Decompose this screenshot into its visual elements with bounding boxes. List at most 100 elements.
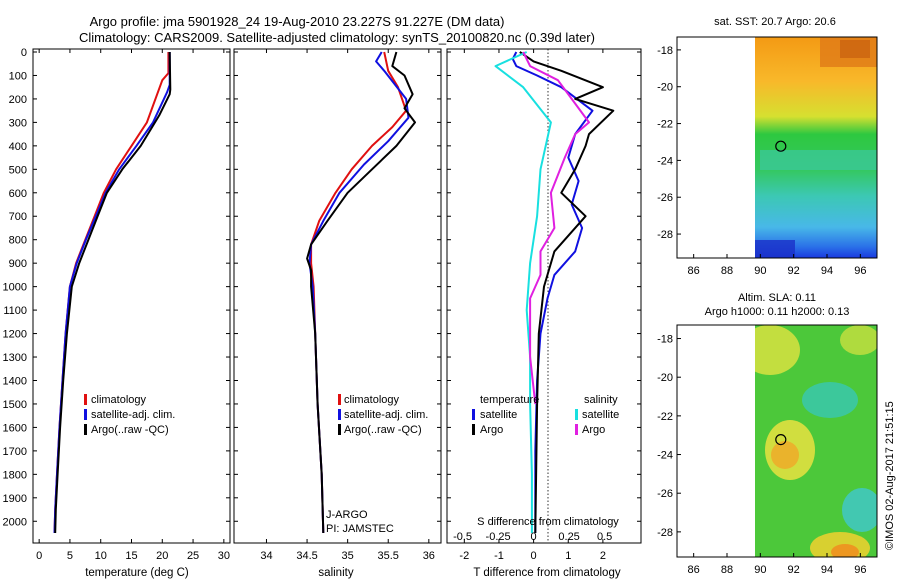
legend-label-sal-satellite: satellite [582,409,619,421]
temperature-x-axis: 0 5 10 15 20 25 30 [36,49,230,562]
sla-profile-marker [775,434,787,446]
depth-tick-label: 1100 [3,305,27,317]
depth-tick-label: 1300 [3,352,27,364]
sst-cool-band [760,150,877,170]
temperature-difference-tick-label: 0 [531,550,537,562]
salinity-tick-label: 35.5 [378,550,399,562]
sst-profile-marker [775,140,787,152]
salinity-difference-tick-label: 0.25 [558,531,579,543]
depth-tick-label: 1700 [3,446,27,458]
longitude-tick-label: 96 [854,265,866,277]
legend-swatch-argo [338,424,341,435]
latitude-tick-label: -24 [657,450,673,462]
legend-swatch-temp-argo [472,424,475,435]
temperature-panel: 0100200300400500600700800900100011001200… [3,47,231,579]
legend-swatch-satellite [338,409,341,420]
depth-tick-label: 100 [9,70,27,82]
legend-label-sal-argo: Argo [582,424,605,436]
depth-tick-label: 700 [9,211,27,223]
depth-tick-label: 500 [9,164,27,176]
temperature-tick-label: 30 [218,550,230,562]
depth-tick-label: 200 [9,94,27,106]
longitude-tick-label: 96 [854,564,866,576]
salinity-legend: climatology satellite-adj. clim. Argo(..… [338,394,428,436]
salinity-axes-box [233,48,442,544]
temperature-axes-box [32,48,231,544]
temperature-tick-label: 20 [156,550,168,562]
salinity-difference-tick-label: -0.25 [486,531,511,543]
temperature-x-label: temperature (deg C) [85,567,189,579]
header-subtitle: Climatology: CARS2009. Satellite-adjuste… [79,30,595,45]
salinity-difference-tick-label: 0.5 [597,531,612,543]
salinity-x-axis: 34 34.5 35 35.5 36 [260,49,435,562]
legend-label-satellite: satellite-adj. clim. [344,409,428,421]
legend-label-temp-argo: Argo [480,424,503,436]
s-difference-label: S difference from climatology [477,516,619,528]
longitude-tick-label: 94 [821,564,833,576]
sla-map: Altim. SLA: 0.11 Argo h1000: 0.11 h2000:… [657,292,878,576]
difference-axes-box [446,48,642,544]
series-line-temperature-satellite [511,51,594,533]
depth-axis: 0 100 200 300 400 500 600 700 800 900 1000 1100 1200… [3,47,230,528]
depth-tick-label: 1800 [3,469,27,481]
sst-map-frame [676,36,878,259]
salinity-x-label: salinity [318,567,353,579]
depth-tick-label: 1900 [3,493,27,505]
temperature-difference-tick-label: 1 [565,550,571,562]
sla-orange-bottom [831,544,859,557]
sla-orange-mid [771,441,799,469]
legend-swatch-climatology [338,394,341,405]
latitude-tick-label: -28 [657,527,673,539]
temperature-difference-tick-label: 2 [600,550,606,562]
depth-tick-label: 400 [9,141,27,153]
sla-map-title: Altim. SLA: 0.11 [738,292,816,304]
longitude-tick-label: 92 [788,564,800,576]
sst-warm-core [840,40,870,58]
legend-label-argo: Argo(..raw -QC) [91,424,169,436]
latitude-tick-label: -24 [657,155,673,167]
depth-tick-label: 0 [21,47,27,59]
temperature-tick-label: 25 [187,550,199,562]
legend-swatch-sal-argo [575,424,578,435]
legend-label-satellite: satellite-adj. clim. [91,409,175,421]
series-line-temperature-argo [519,51,615,534]
legend-label-argo: Argo(..raw -QC) [344,424,422,436]
latitude-tick-label: -22 [657,119,673,131]
difference-panel: -2 -1 0 1 2 temperature salinity satellite A… [446,48,642,579]
legend-swatch-temp-satellite [472,409,475,420]
depth-tick-label: 1200 [3,329,27,341]
legend-label-climatology: climatology [91,394,147,406]
sla-cyan-right [842,488,877,532]
legend-header-salinity: salinity [584,394,618,406]
t-difference-label: T difference from climatology [473,567,620,579]
salinity-series [306,51,416,534]
depth-tick-label: 1000 [3,282,27,294]
series-line-salinity-satellite [494,51,552,533]
latitude-tick-label: -18 [657,45,673,57]
sst-field [755,37,877,258]
temperature-legend: climatology satellite-adj. clim. Argo(..… [84,394,175,436]
salinity-difference-tick-label: -0.5 [453,531,472,543]
legend-label-temp-satellite: satellite [480,409,517,421]
pi-annotation: PI: JAMSTEC [326,523,394,535]
latitude-tick-label: -20 [657,82,673,94]
longitude-tick-label: 92 [788,265,800,277]
sla-yellow-top [755,325,800,375]
latitude-tick-label: -18 [657,334,673,346]
sst-map: sat. SST: 20.7 Argo: 20.6 86 88 90 92 94 96 -1… [657,16,878,277]
longitude-tick-label: 86 [688,265,700,277]
depth-tick-label: 1500 [3,399,27,411]
latitude-tick-label: -20 [657,372,673,384]
depth-tick-label: 800 [9,235,27,247]
difference-x-axis: -2 -1 0 1 2 [459,49,606,562]
salinity-tick-label: 34 [260,550,272,562]
longitude-tick-label: 88 [721,265,733,277]
legend-header-temperature: temperature [480,394,539,406]
latitude-tick-label: -26 [657,192,673,204]
depth-tick-label: 600 [9,188,27,200]
sst-deep-blue [755,240,795,258]
salinity-depth-ticks [234,51,441,522]
longitude-tick-label: 94 [821,265,833,277]
difference-legend: temperature salinity satellite Argo sate… [472,394,619,436]
